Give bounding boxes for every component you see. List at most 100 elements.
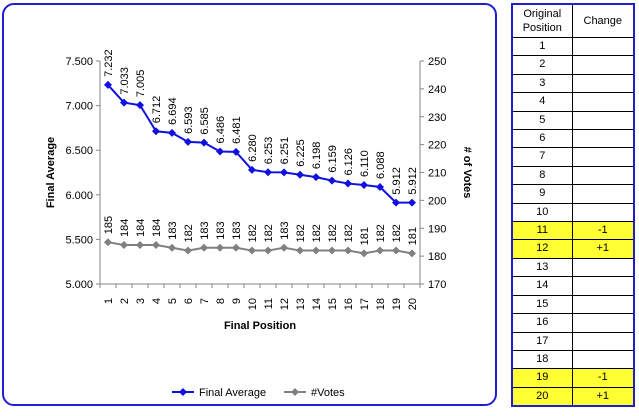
change-cell [571, 55, 635, 75]
data-label: 6.585 [199, 107, 211, 135]
data-label: 182 [343, 224, 355, 242]
data-label: 182 [247, 224, 259, 242]
data-label: 7.005 [135, 70, 147, 98]
table-row: 7 [511, 147, 635, 167]
legend-label: #Votes [311, 387, 345, 399]
original-position-cell: 8 [511, 165, 573, 186]
data-point [216, 147, 224, 156]
change-cell [571, 294, 635, 315]
table-row: 14 [511, 276, 635, 296]
data-point [232, 243, 240, 252]
x-tick-label: 1 [103, 298, 115, 304]
x-tick-label: 10 [247, 298, 259, 310]
y-tick-label: 7.500 [65, 56, 93, 68]
data-point [120, 240, 128, 249]
data-label: 5.912 [391, 167, 403, 195]
y2-tick-label: 240 [428, 84, 446, 96]
original-position-cell: 17 [511, 331, 573, 351]
table-row: 5 [511, 110, 635, 131]
table-row: 18 [511, 349, 635, 370]
original-position-cell: 2 [511, 55, 573, 75]
x-tick-label: 17 [359, 298, 371, 310]
original-position-cell: 1 [511, 36, 573, 57]
change-cell [571, 36, 635, 57]
data-point [200, 243, 208, 252]
table-row: 15 [511, 294, 635, 315]
data-label: 181 [407, 227, 419, 245]
y2-tick-label: 200 [428, 195, 446, 207]
x-tick-label: 11 [263, 298, 275, 309]
data-label: 7.232 [103, 49, 115, 77]
data-point [296, 246, 304, 255]
data-point [408, 198, 416, 207]
x-tick-label: 2 [119, 298, 131, 304]
data-label: 182 [391, 224, 403, 242]
data-label: 6.088 [375, 151, 387, 179]
change-cell [571, 276, 635, 296]
data-label: 7.033 [119, 67, 131, 95]
y2-tick-label: 230 [428, 112, 446, 124]
header-original-position: Original Position [511, 3, 573, 38]
table-row: 1 [511, 36, 635, 57]
data-point [280, 243, 288, 252]
data-label: 183 [215, 221, 227, 239]
data-label: 6.593 [183, 106, 195, 134]
original-position-cell: 18 [511, 349, 573, 370]
table-row: 10 [511, 202, 635, 223]
y-tick-label: 5.500 [65, 234, 93, 246]
x-tick-label: 5 [167, 298, 179, 304]
data-label: 6.486 [215, 116, 227, 144]
data-point [232, 147, 240, 156]
x-axis-title: Final Position [224, 320, 296, 332]
y-tick-label: 6.500 [65, 145, 93, 157]
x-tick-label: 4 [151, 298, 163, 304]
change-cell [571, 129, 635, 149]
data-point [328, 246, 336, 255]
data-label: 182 [311, 224, 323, 242]
y2-tick-label: 210 [428, 168, 446, 180]
original-position-cell: 20 [511, 386, 573, 407]
change-cell [571, 202, 635, 223]
table-row: 2 [511, 55, 635, 75]
y-tick-label: 5.000 [65, 279, 93, 291]
data-point [392, 198, 400, 207]
x-tick-label: 7 [199, 298, 211, 304]
table-row: 3 [511, 73, 635, 94]
y2-tick-label: 220 [428, 140, 446, 152]
data-label: 6.110 [359, 150, 371, 177]
header-change: Change [571, 3, 635, 38]
table-row: 9 [511, 184, 635, 204]
data-point [248, 165, 256, 174]
data-label: 6.198 [311, 142, 323, 170]
x-tick-label: 3 [135, 298, 147, 304]
change-cell [571, 257, 635, 278]
y-tick-label: 6.000 [65, 190, 93, 202]
data-point [344, 179, 352, 188]
data-point [104, 238, 112, 247]
data-label: 182 [295, 224, 307, 242]
legend-marker [179, 388, 187, 396]
x-tick-label: 15 [327, 298, 339, 310]
data-label: 184 [151, 219, 163, 237]
table-row: 19 -1 [511, 368, 635, 388]
data-label: 182 [327, 224, 339, 242]
chart-panel: 5.000 5.500 6.000 6.500 7.000 7.500 170 180 190 2… [2, 3, 497, 406]
x-tick-label: 19 [391, 298, 403, 310]
data-label: 182 [183, 224, 195, 242]
data-label: 6.280 [247, 134, 259, 162]
table-row: 13 [511, 257, 635, 278]
change-cell [571, 73, 635, 94]
original-position-cell: 13 [511, 257, 573, 278]
data-label: 6.126 [343, 148, 355, 176]
data-label: 6.481 [231, 116, 243, 144]
data-point [136, 240, 144, 249]
data-point [280, 168, 288, 177]
x-tick-label: 9 [231, 298, 243, 304]
data-point [264, 168, 272, 177]
y-tick-label: 7.000 [65, 101, 93, 113]
data-point [392, 246, 400, 255]
table-row: 8 [511, 165, 635, 186]
data-label: 5.912 [407, 167, 419, 195]
original-position-cell: 14 [511, 276, 573, 296]
original-position-cell: 11 [511, 221, 573, 241]
